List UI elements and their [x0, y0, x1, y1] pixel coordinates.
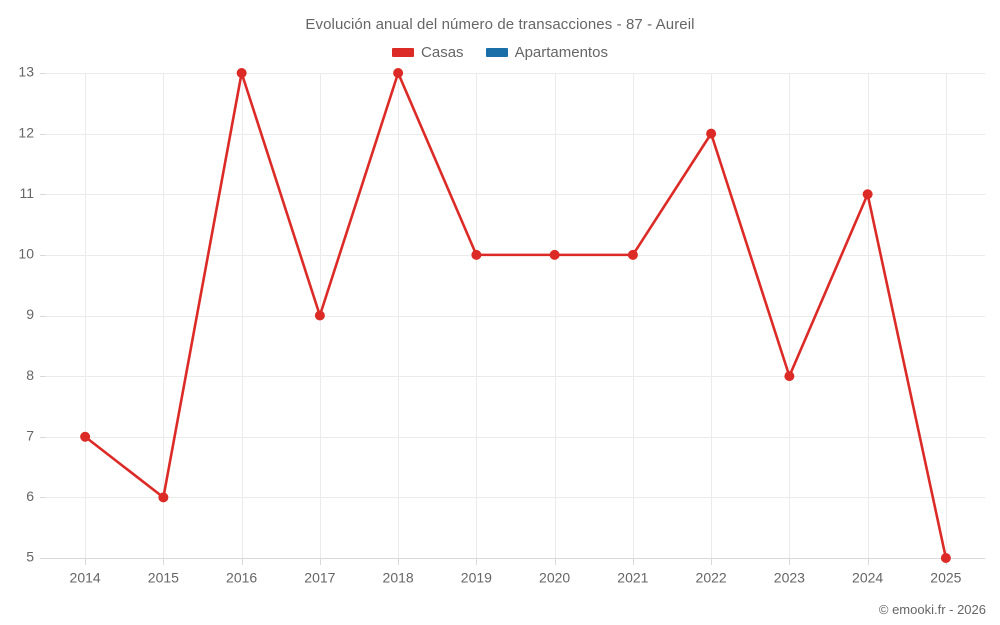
y-tick-label: 7	[26, 427, 34, 443]
legend-swatch-apartamentos-icon	[485, 48, 508, 57]
data-point[interactable]	[393, 68, 404, 78]
y-tick-label: 13	[18, 64, 34, 80]
legend-item-apartamentos[interactable]: Apartamentos	[485, 44, 608, 61]
legend-item-casas[interactable]: Casas	[392, 44, 464, 61]
data-point[interactable]	[784, 371, 795, 382]
legend-label-casas: Casas	[421, 44, 464, 61]
data-point[interactable]	[80, 431, 91, 442]
chart-title: Evolución anual del número de transaccio…	[305, 16, 695, 33]
data-point[interactable]	[627, 249, 638, 260]
x-tick-label: 2015	[148, 569, 179, 585]
y-tick-label: 6	[26, 488, 34, 504]
y-tick-label: 10	[18, 246, 34, 262]
y-tick-label: 9	[26, 306, 34, 322]
x-tick-label: 2016	[226, 569, 257, 585]
legend-swatch-casas-icon	[392, 48, 415, 57]
footer-credit: © emooki.fr - 2026	[878, 602, 986, 617]
x-tick-label: 2019	[461, 569, 492, 585]
data-point[interactable]	[940, 553, 951, 563]
x-tick-label: 2025	[930, 569, 961, 585]
x-tick-label: 2017	[304, 569, 335, 585]
data-series-group	[80, 68, 951, 563]
legend-label-apartamentos: Apartamentos	[514, 44, 608, 61]
y-tick-label: 5	[26, 549, 34, 565]
x-tick-label: 2021	[617, 569, 648, 585]
y-tick-label: 11	[19, 185, 34, 201]
x-tick-label: 2014	[70, 569, 101, 585]
data-point[interactable]	[862, 189, 873, 200]
x-tick-label: 2023	[774, 569, 805, 585]
x-tick-label: 2022	[696, 569, 727, 585]
gridlines-group	[46, 73, 985, 559]
x-tick-label: 2020	[539, 569, 570, 585]
x-tick-label: 2024	[852, 569, 883, 585]
x-axis-ticks: 2014 2015 2016 2017 2018 2019 2020 2021 2022 2023…	[70, 558, 962, 585]
series-line-casas	[83, 71, 948, 560]
data-point[interactable]	[236, 68, 247, 78]
data-point[interactable]	[706, 128, 717, 139]
data-point[interactable]	[549, 249, 560, 260]
y-tick-label: 8	[26, 367, 34, 383]
chart-legend: Casas Apartamentos	[0, 44, 1000, 61]
data-point[interactable]	[158, 492, 169, 503]
data-point[interactable]	[314, 310, 325, 321]
x-tick-label: 2018	[383, 569, 414, 585]
y-tick-label: 12	[18, 124, 34, 140]
y-axis-ticks: 5 6 7 8 9 10 11 12 13	[18, 64, 46, 565]
data-point[interactable]	[471, 249, 482, 260]
